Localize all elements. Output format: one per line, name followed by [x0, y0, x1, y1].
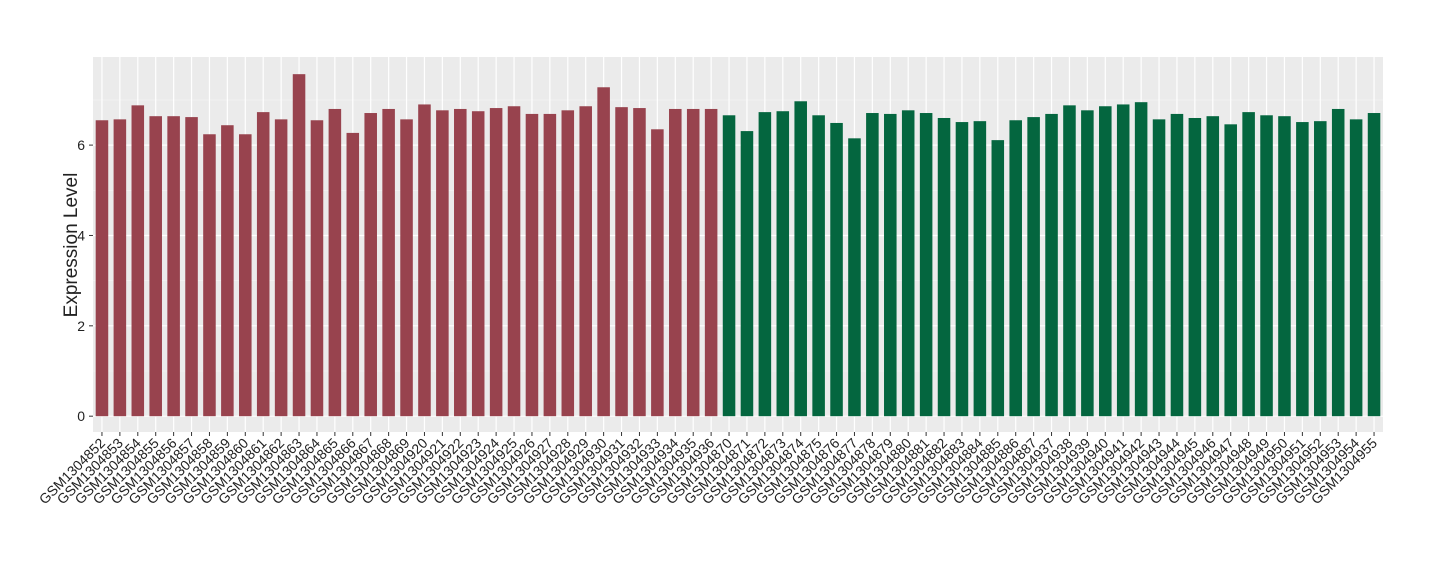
plot-panel: [93, 57, 1383, 432]
bar: [1081, 110, 1094, 417]
bar: [1134, 102, 1148, 417]
bar: [955, 122, 969, 417]
bar: [418, 104, 431, 417]
bar: [1009, 120, 1022, 417]
bar: [615, 107, 628, 417]
bar: [239, 134, 252, 417]
bar: [901, 110, 915, 417]
bar: [149, 116, 162, 417]
bar: [561, 110, 575, 417]
bar: [1152, 119, 1166, 417]
bar: [203, 134, 216, 417]
bar: [597, 87, 610, 417]
bar: [740, 131, 754, 417]
bar: [167, 116, 180, 417]
bar: [1349, 119, 1363, 417]
bar: [95, 120, 109, 417]
bar: [310, 120, 324, 417]
bar: [1188, 117, 1202, 417]
bar: [919, 113, 933, 417]
bar: [1170, 113, 1184, 417]
bar: [436, 110, 449, 417]
bar: [1027, 117, 1040, 417]
bar: [1296, 122, 1309, 417]
bar: [812, 115, 825, 417]
bar: [1063, 105, 1076, 417]
bar: [525, 113, 539, 417]
bar: [328, 108, 342, 417]
bar: [507, 106, 521, 417]
bar: [1206, 116, 1220, 417]
bar: [292, 74, 306, 417]
bar: [185, 117, 198, 417]
bar: [400, 119, 413, 417]
bar: [633, 108, 646, 417]
bar: [1242, 112, 1255, 417]
bar: [686, 108, 700, 417]
bar: [758, 112, 772, 417]
bar: [274, 119, 288, 417]
bar: [1099, 106, 1112, 417]
bar: [704, 108, 718, 417]
bar: [543, 113, 557, 417]
bar: [1331, 108, 1345, 417]
bar: [131, 105, 145, 417]
bar: [884, 113, 897, 417]
bar: [973, 121, 987, 417]
bar: [1224, 124, 1237, 417]
y-tick-label: 6: [77, 137, 85, 153]
y-axis-label: Expression Level: [61, 173, 82, 318]
bar: [991, 140, 1005, 417]
bar: [830, 122, 843, 417]
bar: [669, 108, 682, 417]
bar: [346, 132, 360, 417]
bar: [1314, 121, 1327, 417]
bar: [848, 138, 861, 417]
bar: [937, 117, 951, 417]
bar: [1260, 115, 1273, 417]
bar: [651, 129, 664, 417]
bar: [382, 108, 395, 417]
bar: [1116, 104, 1130, 417]
bar: [579, 106, 592, 417]
y-tick-label: 2: [77, 318, 85, 334]
bar: [1045, 113, 1058, 417]
bar: [454, 108, 467, 417]
bar: [489, 108, 503, 417]
bar: [1367, 113, 1381, 417]
bar: [471, 111, 485, 417]
bar: [256, 112, 270, 417]
bar: [113, 119, 127, 417]
bar: [221, 125, 234, 417]
bar: [776, 111, 790, 417]
bar: [794, 101, 807, 417]
y-tick-label: 4: [77, 227, 85, 243]
bar: [1278, 116, 1291, 417]
y-tick-label: 0: [77, 408, 85, 424]
bar: [866, 113, 879, 417]
bar: [722, 115, 736, 417]
bar: [364, 113, 377, 417]
